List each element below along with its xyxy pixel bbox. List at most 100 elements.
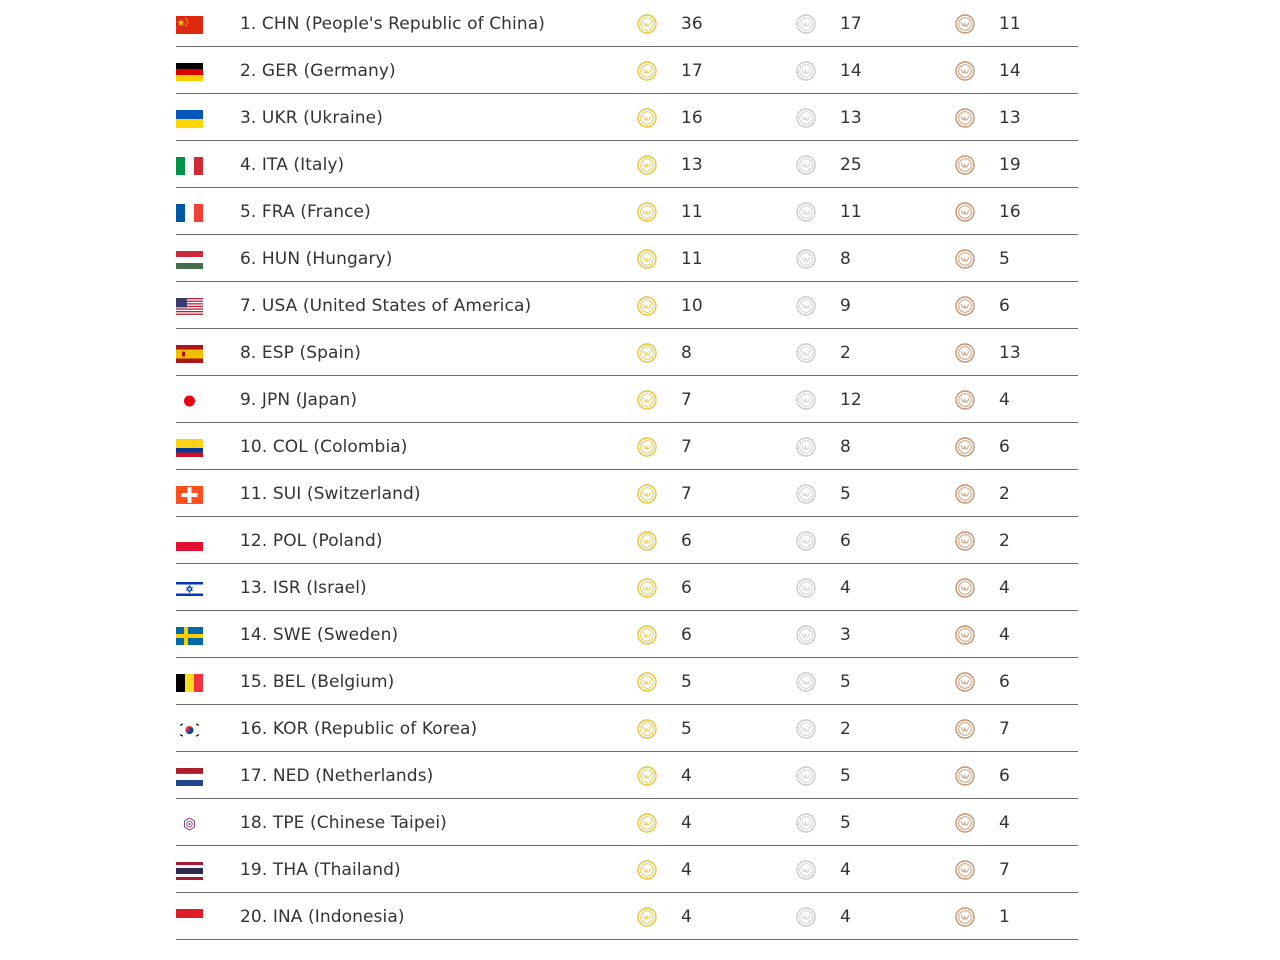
- bronze-count: 4: [999, 625, 1010, 645]
- gold-medal-icon: [637, 813, 657, 833]
- table-row: 14. SWE (Sweden) 6 3 4: [176, 611, 1078, 658]
- bronze-count: 6: [999, 766, 1010, 786]
- flag-ned-icon: [176, 768, 203, 786]
- bronze-count: 4: [999, 390, 1010, 410]
- silver-count: 4: [840, 907, 851, 927]
- table-row: 20. INA (Indonesia) 4 4 1: [176, 893, 1078, 940]
- silver-medal-icon: [796, 860, 816, 880]
- bronze-count: 5: [999, 249, 1010, 269]
- country-name[interactable]: 13. ISR (Israel): [240, 578, 367, 598]
- table-row: 8. ESP (Spain) 8 2 13: [176, 329, 1078, 376]
- silver-count: 25: [840, 155, 862, 175]
- bronze-count: 7: [999, 719, 1010, 739]
- gold-count: 11: [681, 202, 703, 222]
- bronze-medal-icon: [955, 860, 975, 880]
- country-name[interactable]: 7. USA (United States of America): [240, 296, 532, 316]
- country-name[interactable]: 16. KOR (Republic of Korea): [240, 719, 478, 739]
- gold-medal-icon: [637, 860, 657, 880]
- silver-medal-icon: [796, 531, 816, 551]
- gold-count: 36: [681, 14, 703, 34]
- silver-count: 12: [840, 390, 862, 410]
- silver-count: 2: [840, 719, 851, 739]
- silver-count: 3: [840, 625, 851, 645]
- silver-medal-icon: [796, 672, 816, 692]
- flag-bel-icon: [176, 674, 203, 692]
- silver-medal-icon: [796, 61, 816, 81]
- silver-medal-icon: [796, 813, 816, 833]
- flag-tpe-icon: [184, 817, 195, 831]
- bronze-medal-icon: [955, 155, 975, 175]
- table-row: 9. JPN (Japan) 7 12 4: [176, 376, 1078, 423]
- silver-medal-icon: [796, 578, 816, 598]
- gold-count: 11: [681, 249, 703, 269]
- bronze-medal-icon: [955, 813, 975, 833]
- gold-count: 7: [681, 390, 692, 410]
- gold-count: 7: [681, 437, 692, 457]
- bronze-medal-icon: [955, 907, 975, 927]
- silver-count: 11: [840, 202, 862, 222]
- gold-medal-icon: [637, 766, 657, 786]
- country-name[interactable]: 15. BEL (Belgium): [240, 672, 395, 692]
- bronze-count: 11: [999, 14, 1021, 34]
- gold-count: 13: [681, 155, 703, 175]
- table-row: 4. ITA (Italy) 13 25 19: [176, 141, 1078, 188]
- table-row: 12. POL (Poland) 6 6 2: [176, 517, 1078, 564]
- country-name[interactable]: 19. THA (Thailand): [240, 860, 401, 880]
- gold-medal-icon: [637, 249, 657, 269]
- flag-esp-icon: [176, 345, 203, 363]
- country-name[interactable]: 18. TPE (Chinese Taipei): [240, 813, 447, 833]
- flag-isr-icon: [176, 580, 203, 598]
- gold-medal-icon: [637, 672, 657, 692]
- silver-count: 2: [840, 343, 851, 363]
- country-name[interactable]: 12. POL (Poland): [240, 531, 383, 551]
- country-name[interactable]: 3. UKR (Ukraine): [240, 108, 383, 128]
- flag-ina-icon: [176, 909, 203, 918]
- table-row: 13. ISR (Israel) 6 4 4: [176, 564, 1078, 611]
- country-name[interactable]: 14. SWE (Sweden): [240, 625, 399, 645]
- bronze-count: 6: [999, 672, 1010, 692]
- table-row: 19. THA (Thailand) 4 4 7: [176, 846, 1078, 893]
- bronze-medal-icon: [955, 531, 975, 551]
- silver-medal-icon: [796, 437, 816, 457]
- table-row: 10. COL (Colombia) 7 8 6: [176, 423, 1078, 470]
- bronze-count: 6: [999, 296, 1010, 316]
- silver-count: 4: [840, 578, 851, 598]
- silver-count: 9: [840, 296, 851, 316]
- country-name[interactable]: 1. CHN (People's Republic of China): [240, 14, 545, 34]
- country-name[interactable]: 17. NED (Netherlands): [240, 766, 434, 786]
- country-name[interactable]: 8. ESP (Spain): [240, 343, 361, 363]
- country-name[interactable]: 20. INA (Indonesia): [240, 907, 405, 927]
- gold-count: 7: [681, 484, 692, 504]
- flag-tha-icon: [176, 862, 203, 880]
- country-name[interactable]: 6. HUN (Hungary): [240, 249, 393, 269]
- bronze-medal-icon: [955, 296, 975, 316]
- gold-medal-icon: [637, 296, 657, 316]
- flag-col-icon: [176, 439, 203, 457]
- silver-medal-icon: [796, 108, 816, 128]
- silver-medal-icon: [796, 343, 816, 363]
- gold-count: 5: [681, 672, 692, 692]
- table-row: 7. USA (United States of America) 10 9 6: [176, 282, 1078, 329]
- table-row: 15. BEL (Belgium) 5 5 6: [176, 658, 1078, 705]
- silver-medal-icon: [796, 155, 816, 175]
- silver-count: 8: [840, 249, 851, 269]
- table-row: 18. TPE (Chinese Taipei) 4 5 4: [176, 799, 1078, 846]
- country-name[interactable]: 9. JPN (Japan): [240, 390, 358, 410]
- country-name[interactable]: 5. FRA (France): [240, 202, 371, 222]
- silver-count: 5: [840, 672, 851, 692]
- flag-ger-icon: [176, 63, 203, 81]
- bronze-medal-icon: [955, 437, 975, 457]
- country-name[interactable]: 10. COL (Colombia): [240, 437, 408, 457]
- silver-medal-icon: [796, 249, 816, 269]
- silver-count: 5: [840, 813, 851, 833]
- table-row: 1. CHN (People's Republic of China) 36 17 1…: [176, 0, 1078, 47]
- country-name[interactable]: 4. ITA (Italy): [240, 155, 345, 175]
- bronze-medal-icon: [955, 343, 975, 363]
- bronze-count: 2: [999, 484, 1010, 504]
- gold-count: 4: [681, 860, 692, 880]
- country-name[interactable]: 11. SUI (Switzerland): [240, 484, 421, 504]
- gold-medal-icon: [637, 625, 657, 645]
- gold-medal-icon: [637, 578, 657, 598]
- country-name[interactable]: 2. GER (Germany): [240, 61, 396, 81]
- bronze-medal-icon: [955, 249, 975, 269]
